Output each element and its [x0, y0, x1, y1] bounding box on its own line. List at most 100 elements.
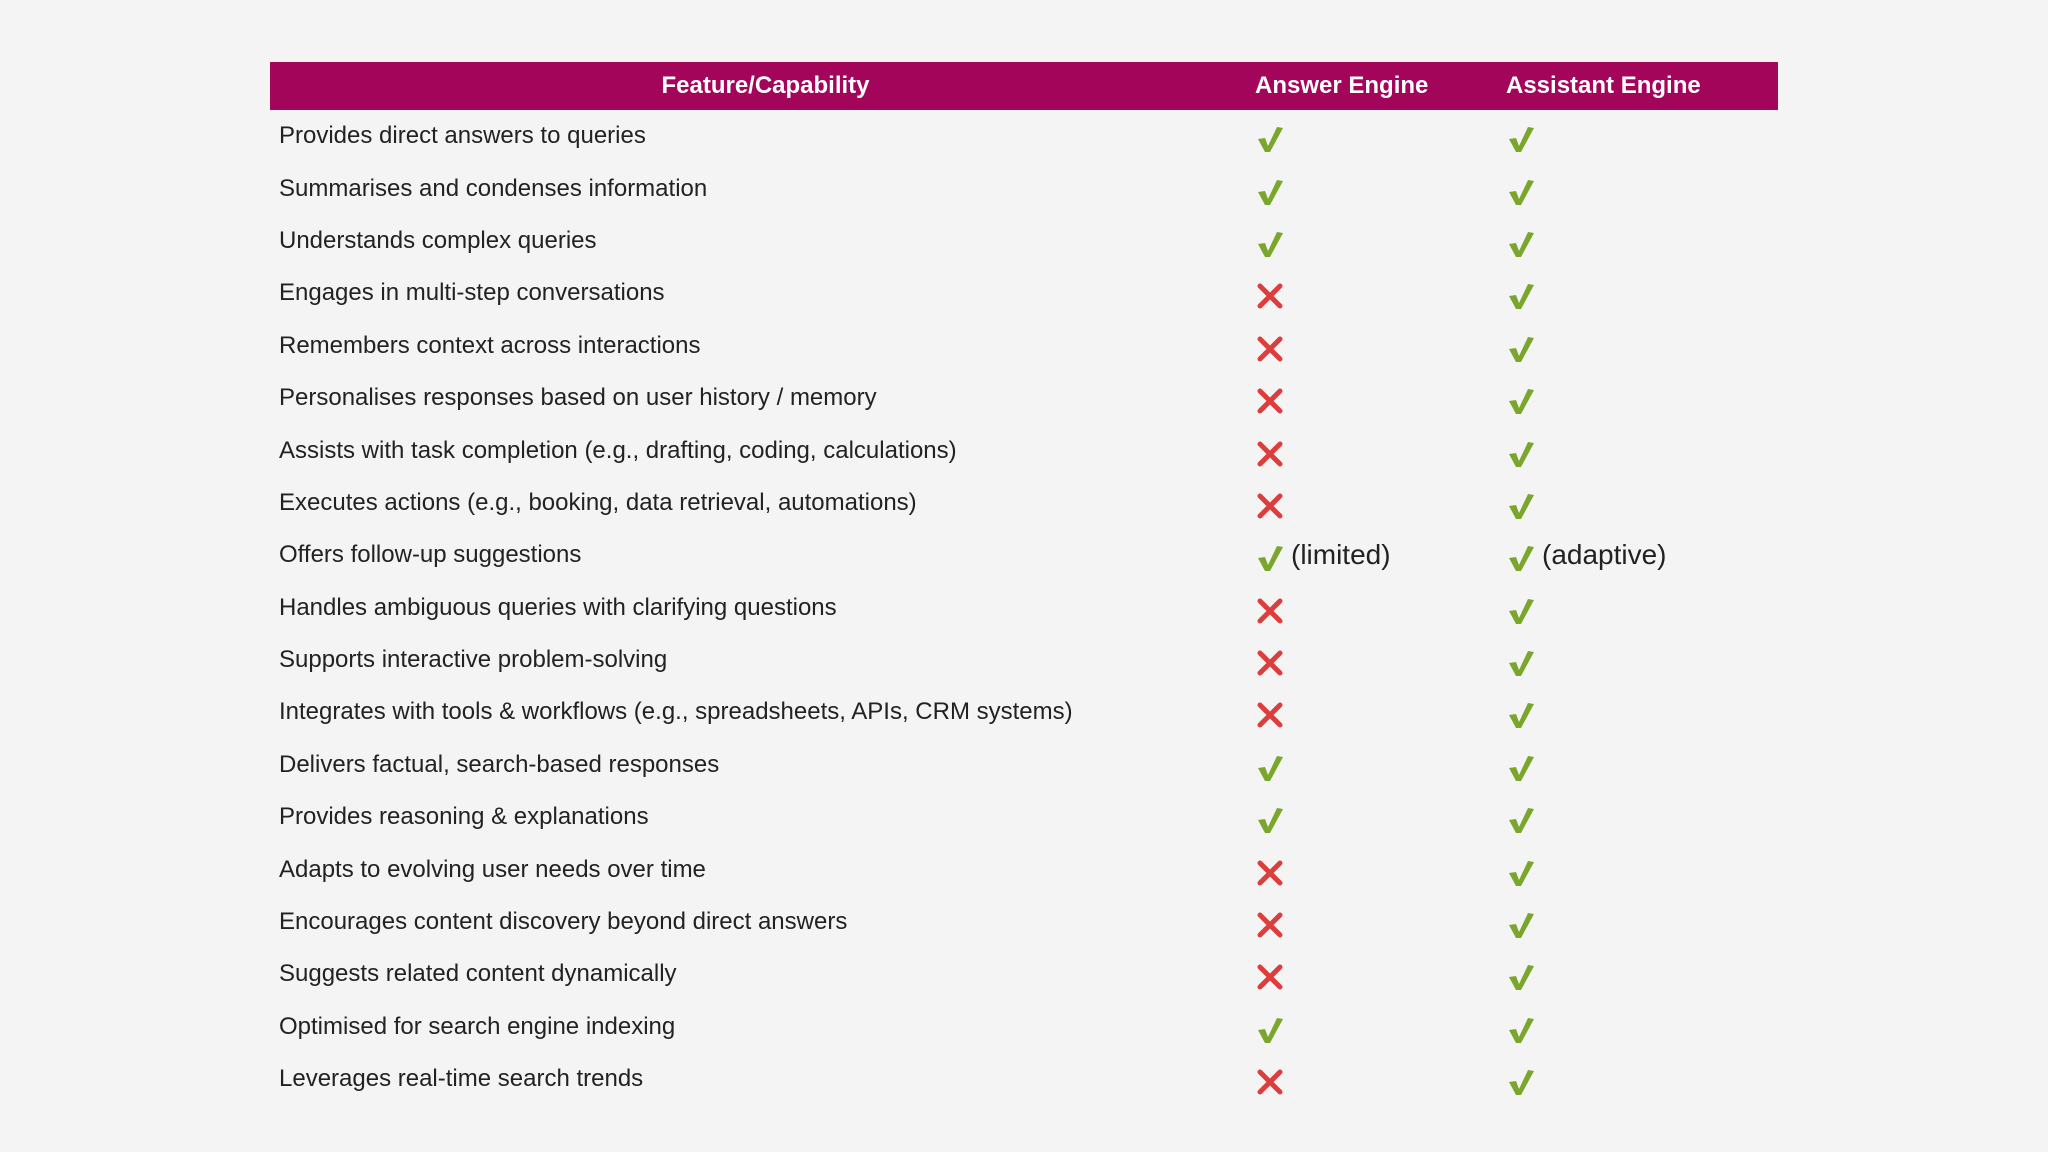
feature-label: Executes actions (e.g., booking, data re… — [279, 488, 917, 516]
feature-label: Provides reasoning & explanations — [279, 803, 649, 831]
feature-label: Handles ambiguous queries with clarifyin… — [279, 593, 837, 621]
answer-engine-cell — [1252, 485, 1503, 521]
table-row: Assists with task completion (e.g., draf… — [270, 424, 1778, 476]
check-icon — [1506, 1015, 1536, 1045]
answer-engine-cell — [1252, 642, 1503, 678]
cross-icon — [1255, 700, 1285, 730]
table-row: Personalises responses based on user his… — [270, 372, 1778, 424]
check-icon — [1506, 439, 1536, 469]
cross-icon — [1255, 596, 1285, 626]
comparison-table: Feature/Capability Answer Engine Assista… — [270, 62, 1778, 1105]
check-icon — [1506, 596, 1536, 626]
check-icon — [1506, 386, 1536, 416]
table-row: Suggests related content dynamically — [270, 948, 1778, 1000]
feature-label: Leverages real-time search trends — [279, 1065, 644, 1093]
check-icon — [1506, 491, 1536, 521]
check-icon — [1506, 334, 1536, 364]
assistant-engine-cell — [1503, 956, 1778, 992]
assistant-engine-cell — [1503, 590, 1778, 626]
answer-engine-cell — [1252, 694, 1503, 730]
check-icon — [1506, 648, 1536, 678]
cross-icon — [1255, 439, 1285, 469]
check-icon — [1506, 700, 1536, 730]
check-icon — [1255, 753, 1285, 783]
check-icon — [1506, 124, 1536, 154]
feature-label: Suggests related content dynamically — [279, 960, 677, 988]
cross-icon — [1255, 648, 1285, 678]
table-row: Understands complex queries — [270, 215, 1778, 267]
check-icon — [1255, 124, 1285, 154]
cross-icon — [1255, 281, 1285, 311]
table-row: Leverages real-time search trends — [270, 1053, 1778, 1105]
assistant-engine-cell — [1503, 485, 1778, 521]
feature-label: Engages in multi-step conversations — [279, 279, 665, 307]
check-icon — [1506, 281, 1536, 311]
assistant-engine-cell — [1503, 380, 1778, 416]
check-icon — [1255, 805, 1285, 835]
table-body: Provides direct answers to queries Summar… — [270, 110, 1778, 1105]
assistant-engine-cell — [1503, 694, 1778, 730]
assistant-engine-cell — [1503, 275, 1778, 311]
check-icon — [1255, 229, 1285, 259]
check-icon — [1506, 543, 1536, 573]
header-feature: Feature/Capability — [661, 72, 870, 99]
feature-label: Supports interactive problem-solving — [279, 646, 668, 674]
feature-label: Summarises and condenses information — [279, 174, 708, 202]
table-row: Remembers context across interactions — [270, 320, 1778, 372]
check-icon — [1506, 962, 1536, 992]
cross-icon — [1255, 910, 1285, 940]
assistant-engine-cell — [1503, 747, 1778, 783]
assistant-note: (adaptive) — [1542, 539, 1667, 571]
answer-engine-cell — [1252, 380, 1503, 416]
table-header: Feature/Capability Answer Engine Assista… — [270, 62, 1778, 110]
answer-engine-cell — [1252, 747, 1503, 783]
table-row: Supports interactive problem-solving — [270, 634, 1778, 686]
answer-engine-cell — [1252, 328, 1503, 364]
answer-engine-cell — [1252, 171, 1503, 207]
feature-label: Encourages content discovery beyond dire… — [279, 908, 848, 936]
feature-label: Optimised for search engine indexing — [279, 1012, 676, 1040]
check-icon — [1506, 910, 1536, 940]
cross-icon — [1255, 386, 1285, 416]
assistant-engine-cell — [1503, 223, 1778, 259]
assistant-engine-cell — [1503, 1009, 1778, 1045]
table-row: Delivers factual, search-based responses — [270, 739, 1778, 791]
assistant-engine-cell — [1503, 328, 1778, 364]
check-icon — [1506, 229, 1536, 259]
assistant-engine-cell — [1503, 904, 1778, 940]
feature-label: Offers follow-up suggestions — [279, 541, 582, 569]
answer-engine-cell — [1252, 904, 1503, 940]
feature-label: Assists with task completion (e.g., draf… — [279, 436, 957, 464]
header-answer-engine: Answer Engine — [1255, 72, 1429, 99]
check-icon — [1506, 805, 1536, 835]
feature-label: Provides direct answers to queries — [279, 122, 646, 150]
assistant-engine-cell — [1503, 171, 1778, 207]
cross-icon — [1255, 334, 1285, 364]
feature-label: Adapts to evolving user needs over time — [279, 855, 706, 883]
cross-icon — [1255, 491, 1285, 521]
answer-engine-cell — [1252, 852, 1503, 888]
feature-label: Remembers context across interactions — [279, 331, 701, 359]
table-row: Offers follow-up suggestions (limited) (ad… — [270, 529, 1778, 581]
assistant-engine-cell: (adaptive) — [1503, 537, 1778, 573]
check-icon — [1506, 177, 1536, 207]
assistant-engine-cell — [1503, 1061, 1778, 1097]
table-row: Handles ambiguous queries with clarifyin… — [270, 582, 1778, 634]
check-icon — [1506, 858, 1536, 888]
table-row: Provides reasoning & explanations — [270, 791, 1778, 843]
check-icon — [1506, 753, 1536, 783]
answer-engine-cell: (limited) — [1252, 537, 1503, 573]
answer-engine-cell — [1252, 1061, 1503, 1097]
feature-label: Delivers factual, search-based responses — [279, 750, 720, 778]
answer-engine-cell — [1252, 590, 1503, 626]
table-row: Encourages content discovery beyond dire… — [270, 896, 1778, 948]
table-row: Optimised for search engine indexing — [270, 1001, 1778, 1053]
check-icon — [1255, 1015, 1285, 1045]
check-icon — [1506, 1067, 1536, 1097]
table-row: Engages in multi-step conversations — [270, 267, 1778, 319]
feature-label: Understands complex queries — [279, 226, 597, 254]
table-row: Summarises and condenses information — [270, 162, 1778, 214]
table-row: Integrates with tools & workflows (e.g.,… — [270, 686, 1778, 738]
answer-engine-cell — [1252, 223, 1503, 259]
feature-label: Personalises responses based on user his… — [279, 384, 877, 412]
